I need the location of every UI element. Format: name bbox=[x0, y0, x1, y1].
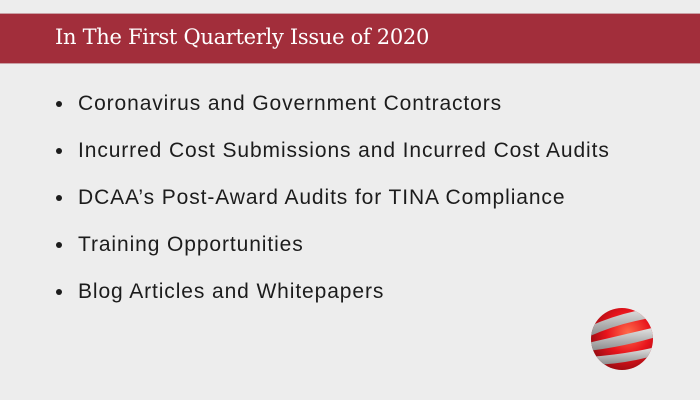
header-banner: In The First Quarterly Issue of 2020 bbox=[0, 13, 700, 64]
list-item: Incurred Cost Submissions and Incurred C… bbox=[56, 127, 618, 174]
bullet-icon bbox=[56, 242, 62, 248]
bullet-icon bbox=[56, 101, 62, 107]
list-item: Coronavirus and Government Contractors bbox=[56, 80, 656, 127]
page-title: In The First Quarterly Issue of 2020 bbox=[55, 25, 430, 49]
list-item: Training Opportunities bbox=[56, 221, 656, 268]
bullet-icon bbox=[56, 289, 62, 295]
list-item: DCAA’s Post-Award Audits for TINA Compli… bbox=[56, 174, 656, 221]
sphere-logo-icon bbox=[591, 308, 653, 370]
topic-list: Coronavirus and Government Contractors I… bbox=[56, 80, 656, 315]
bullet-icon bbox=[56, 195, 62, 201]
bullet-icon bbox=[56, 148, 62, 154]
list-item: Blog Articles and Whitepapers bbox=[56, 268, 656, 315]
